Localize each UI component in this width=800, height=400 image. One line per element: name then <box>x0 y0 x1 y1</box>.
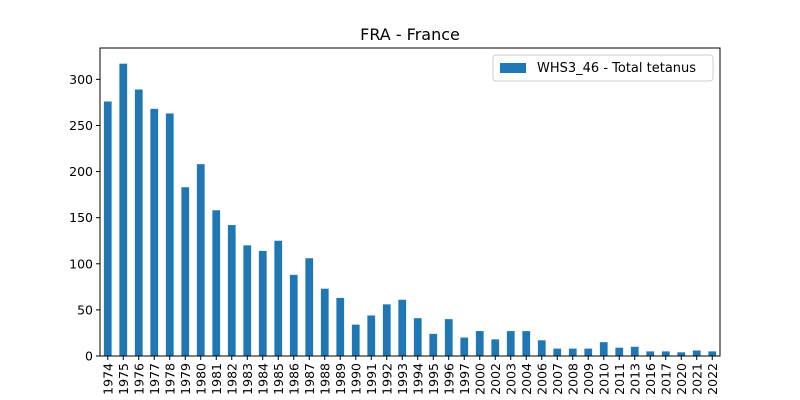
x-tick-label-1979: 1979 <box>178 363 193 395</box>
bar-1987 <box>305 258 314 356</box>
x-tick-label-1981: 1981 <box>209 363 224 395</box>
bar-1976 <box>134 89 143 356</box>
x-tick-label-1974: 1974 <box>100 363 115 395</box>
y-axis: 0 50 100 150 200 250 300 <box>69 72 100 364</box>
y-tick-label-100: 100 <box>69 256 93 271</box>
y-tick-label-50: 50 <box>77 302 93 317</box>
y-tick-label-0: 0 <box>85 349 93 364</box>
bar-1993 <box>398 299 407 356</box>
x-tick-label-2021: 2021 <box>689 363 704 395</box>
bar-2017 <box>661 351 670 356</box>
bar-2008 <box>568 348 577 356</box>
y-tick-label-150: 150 <box>69 210 93 225</box>
bar-1989 <box>336 297 345 356</box>
x-tick-label-2010: 2010 <box>596 363 611 395</box>
x-tick-label-1985: 1985 <box>271 363 286 395</box>
bar-2016 <box>646 351 655 356</box>
x-tick-label-1983: 1983 <box>240 363 255 395</box>
bar-1982 <box>227 225 236 356</box>
x-tick-label-1978: 1978 <box>162 363 177 395</box>
legend-label: WHS3_46 - Total tetanus <box>537 61 696 76</box>
x-tick-label-2008: 2008 <box>565 363 580 395</box>
bar-2009 <box>584 348 593 356</box>
x-tick-label-2009: 2009 <box>581 363 596 395</box>
bar-1985 <box>274 240 283 356</box>
x-tick-label-2016: 2016 <box>643 363 658 395</box>
x-tick-label-1984: 1984 <box>255 363 270 395</box>
x-tick-label-1994: 1994 <box>410 363 425 395</box>
bar-1978 <box>165 113 174 356</box>
y-tick-label-200: 200 <box>69 164 93 179</box>
x-tick-label-1987: 1987 <box>302 363 317 395</box>
x-tick-label-1986: 1986 <box>286 363 301 395</box>
x-tick-label-1975: 1975 <box>116 363 131 395</box>
bar-2000 <box>475 331 484 356</box>
bar-2021 <box>692 350 701 356</box>
x-tick-label-1980: 1980 <box>193 363 208 395</box>
bar-1979 <box>181 187 190 356</box>
bar-1988 <box>320 288 329 356</box>
x-tick-label-2017: 2017 <box>658 363 673 395</box>
bar-2007 <box>553 348 562 356</box>
bar-2022 <box>708 351 717 356</box>
x-tick-label-1995: 1995 <box>426 363 441 395</box>
x-tick-label-2006: 2006 <box>534 363 549 395</box>
bar-1977 <box>150 108 159 356</box>
x-tick-label-2000: 2000 <box>472 363 487 395</box>
bar-1975 <box>119 63 128 357</box>
bar-2006 <box>537 340 546 356</box>
x-tick-label-1992: 1992 <box>379 363 394 395</box>
bar-1986 <box>289 274 298 356</box>
bar-2020 <box>677 352 686 356</box>
plot-frame <box>99 47 721 357</box>
bar-1974 <box>103 101 112 357</box>
legend-box <box>492 54 714 82</box>
x-tick-label-2022: 2022 <box>705 363 720 395</box>
bars-group <box>103 63 717 357</box>
x-tick-label-2011: 2011 <box>612 363 627 395</box>
legend: WHS3_46 - Total tetanus <box>492 54 714 82</box>
x-axis: 1974 1975 1976 1977 1978 1979 1980 1981 1982 1983… <box>100 356 720 395</box>
x-tick-label-1988: 1988 <box>317 363 332 395</box>
bar-1996 <box>444 319 453 356</box>
bar-1994 <box>413 318 422 356</box>
x-tick-label-1993: 1993 <box>395 363 410 395</box>
y-tick-label-250: 250 <box>69 118 93 133</box>
x-tick-label-1990: 1990 <box>348 363 363 395</box>
bar-2004 <box>522 331 531 356</box>
x-tick-label-2007: 2007 <box>550 363 565 395</box>
x-tick-label-2020: 2020 <box>674 363 689 395</box>
x-tick-label-2002: 2002 <box>488 363 503 395</box>
bar-1981 <box>212 210 221 356</box>
legend-swatch <box>500 63 526 73</box>
bar-1995 <box>429 333 438 356</box>
x-tick-label-1977: 1977 <box>147 363 162 395</box>
x-tick-label-2003: 2003 <box>503 363 518 395</box>
bar-2011 <box>615 347 624 356</box>
bar-2010 <box>599 342 608 356</box>
bar-2002 <box>491 339 500 356</box>
x-tick-label-1982: 1982 <box>224 363 239 395</box>
bar-1992 <box>382 304 391 356</box>
x-tick-label-1997: 1997 <box>457 363 472 395</box>
bar-1984 <box>258 250 267 356</box>
x-tick-label-2004: 2004 <box>519 363 534 395</box>
bar-1980 <box>196 164 205 356</box>
x-tick-label-1991: 1991 <box>364 363 379 395</box>
y-tick-label-300: 300 <box>69 72 93 87</box>
bar-1983 <box>243 245 252 356</box>
bar-1997 <box>460 337 469 356</box>
chart-title: FRA - France <box>360 25 460 44</box>
bar-1990 <box>351 324 360 356</box>
bar-2013 <box>630 346 639 356</box>
x-tick-label-1996: 1996 <box>441 363 456 395</box>
x-tick-label-1976: 1976 <box>131 363 146 395</box>
bar-1991 <box>367 315 376 356</box>
bar-2003 <box>506 331 515 356</box>
x-tick-label-2013: 2013 <box>627 363 642 395</box>
x-tick-label-1989: 1989 <box>333 363 348 395</box>
